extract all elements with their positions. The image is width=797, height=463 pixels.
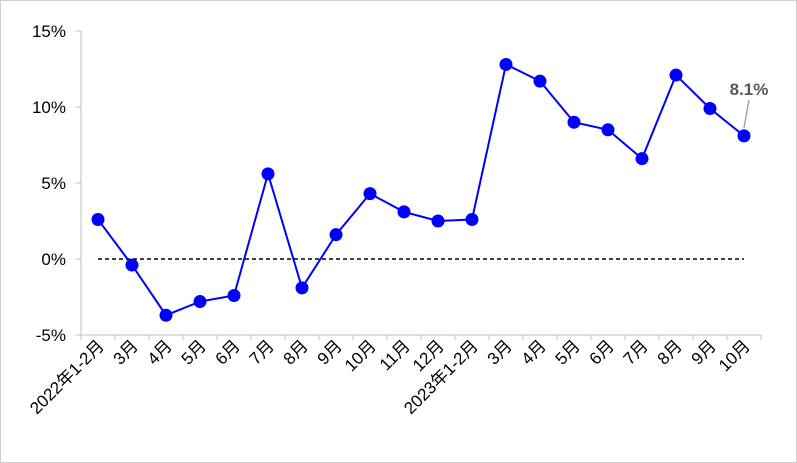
data-point [533, 74, 547, 88]
y-tick-label: 0% [41, 250, 66, 269]
x-tick-label: 3月 [484, 336, 516, 368]
data-point [465, 212, 479, 226]
x-tick-label: 4月 [518, 336, 550, 368]
data-label-leader [743, 99, 750, 129]
x-tick-label: 8月 [654, 336, 686, 368]
y-tick-label: 15% [32, 22, 66, 41]
data-point [261, 167, 275, 181]
x-tick-label: 2022年1-2月 [26, 336, 108, 418]
series-line [97, 62, 745, 317]
x-tick-label: 9月 [688, 336, 720, 368]
data-point [431, 214, 445, 228]
data-point [567, 115, 581, 129]
x-tick-label: 6月 [586, 336, 618, 368]
x-tick-label: 10月 [715, 336, 754, 375]
data-point [329, 228, 343, 242]
data-point [159, 308, 173, 322]
data-point [635, 152, 649, 166]
y-tick-label: 10% [32, 98, 66, 117]
data-point [703, 102, 717, 116]
x-tick-label: 7月 [246, 336, 278, 368]
x-tick-label: 10月 [341, 336, 380, 375]
x-tick-label: 3月 [110, 336, 142, 368]
data-point [737, 129, 751, 143]
y-tick-label: 5% [41, 174, 66, 193]
data-point [363, 187, 377, 201]
x-tick-label: 4月 [144, 336, 176, 368]
data-point [193, 295, 207, 309]
x-tick-label: 8月 [280, 336, 312, 368]
data-point [227, 288, 241, 302]
x-tick-label: 5月 [178, 336, 210, 368]
data-point [669, 68, 683, 82]
data-point [91, 212, 105, 226]
x-tick-label: 5月 [552, 336, 584, 368]
data-point [397, 205, 411, 219]
data-point [125, 258, 139, 272]
x-tick-label: 11月 [376, 336, 414, 374]
data-point [499, 57, 513, 71]
x-tick-label: 9月 [314, 336, 346, 368]
data-point [295, 281, 309, 295]
x-tick-label: 6月 [212, 336, 244, 368]
data-point [601, 123, 615, 137]
data-label: 8.1% [730, 80, 769, 99]
y-tick-label: -5% [36, 326, 66, 345]
x-tick-label: 7月 [620, 336, 652, 368]
